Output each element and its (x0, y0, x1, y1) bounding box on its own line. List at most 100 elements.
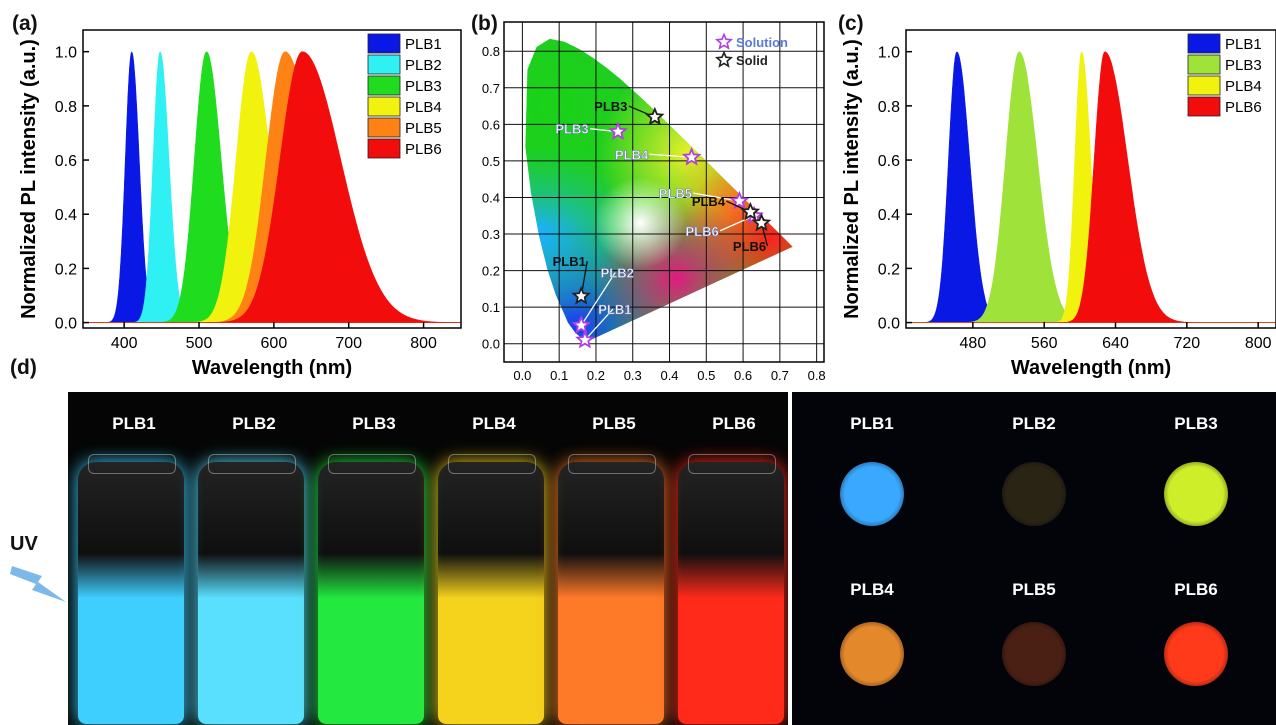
y-tick-label: 0.6 (55, 153, 77, 170)
legend-swatch-plb3 (1187, 54, 1221, 75)
y-tick-label: 1.0 (878, 45, 900, 62)
y-tick-label: 0.0 (55, 316, 77, 333)
vial-label-plb6: PLB6 (712, 414, 756, 433)
sample-plb2 (1002, 462, 1066, 526)
vial-neck (328, 454, 416, 474)
point-label-solution-plb4: PLB4 (615, 147, 649, 162)
data-point-star (751, 212, 772, 232)
y-tick-label: 0.8 (55, 99, 77, 116)
y-tick-label: 0.4 (878, 207, 900, 224)
x-tick-label: 800 (1245, 335, 1272, 352)
y-tick-label: 0.2 (482, 264, 500, 279)
sample-label-plb3: PLB3 (1174, 414, 1218, 433)
y-tick-label: 0.6 (482, 117, 500, 132)
uv-label: UV (10, 533, 38, 555)
vial-plb3 (318, 462, 424, 724)
sample-plb4 (840, 622, 904, 686)
y-tick-label: 0.4 (55, 207, 77, 224)
sample-plb1 (840, 462, 904, 526)
vial-label-plb4: PLB4 (472, 414, 516, 433)
x-tick-label: 0.5 (697, 368, 715, 383)
legend-swatch-plb6 (367, 138, 401, 159)
plot-frame (503, 21, 825, 363)
legend-star-solid (714, 50, 734, 68)
point-label-solid-plb1: PLB1 (553, 254, 586, 269)
sample-label-plb1: PLB1 (850, 414, 894, 433)
sample-label-plb5: PLB5 (1012, 580, 1056, 599)
y-tick-label: 0.8 (482, 44, 500, 59)
chart-a-spectra: 400 500 600 700 800 0.0 0.2 0.4 0.6 0.8 1.0 Wavelen… (18, 29, 462, 379)
legend-label-plb6: PLB6 (405, 141, 442, 158)
x-tick-label: 640 (1102, 335, 1129, 352)
data-point-star (740, 201, 761, 221)
vial-neck (208, 454, 296, 474)
panel-label-c: (c) (838, 12, 864, 35)
legend-label-plb4: PLB4 (405, 99, 442, 116)
vial-label-plb1: PLB1 (112, 414, 156, 433)
y-axis-label: Normalized PL intensity (a.u.) (18, 39, 40, 319)
legend-swatch-plb6 (1187, 96, 1221, 117)
leader-line (584, 308, 614, 341)
x-tick-label: 720 (1173, 335, 1200, 352)
y-tick-label: 0.0 (878, 316, 900, 333)
legend-swatch-plb4 (1187, 75, 1221, 96)
legend-swatch-plb1 (1187, 33, 1221, 54)
vial-plb2 (198, 462, 304, 724)
chart-c-spectra: 480 560 640 720 800 0.0 0.2 0.4 0.6 0.8 1.0 Wavelen… (841, 29, 1276, 379)
point-label-solution-plb3: PLB3 (555, 122, 588, 137)
point-label-solid-plb6: PLB6 (733, 239, 766, 254)
y-tick-label: 0.2 (55, 261, 77, 278)
vial-label-plb5: PLB5 (592, 414, 636, 433)
vial-neck (688, 454, 776, 474)
vial-plb4 (438, 462, 544, 724)
legend-label-plb4: PLB4 (1225, 78, 1262, 95)
legend-label-plb6: PLB6 (1225, 99, 1262, 116)
x-tick-label: 700 (335, 335, 362, 352)
point-label-solid-plb4: PLB4 (692, 194, 726, 209)
y-tick-label: 0.7 (482, 81, 500, 96)
y-tick-label: 0.2 (878, 261, 900, 278)
leader-line (719, 215, 755, 232)
legend-swatch-plb5 (367, 117, 401, 138)
sample-plb6 (1164, 622, 1228, 686)
vial-neck (568, 454, 656, 474)
vial-plb1 (78, 462, 184, 724)
leader-line (580, 272, 616, 326)
y-tick-label: 0.0 (482, 337, 500, 352)
y-tick-label: 0.4 (482, 190, 500, 205)
legend-label-solid: Solid (736, 53, 768, 68)
x-tick-label: 500 (186, 335, 213, 352)
legend-swatch-plb1 (367, 33, 401, 54)
x-tick-label: 0.8 (808, 368, 826, 383)
point-label-solution-plb1: PLB1 (598, 302, 631, 317)
y-axis-label: Normalized PL intensity (a.u.) (841, 39, 863, 319)
x-tick-label: 560 (1031, 335, 1058, 352)
x-tick-label: 480 (960, 335, 987, 352)
data-point-star (571, 315, 591, 334)
point-label-solution-plb6: PLB6 (685, 224, 718, 239)
x-tick-label: 0.2 (587, 368, 605, 383)
data-point-star (644, 106, 665, 126)
vial-neck (448, 454, 536, 474)
solid-samples-photo: PLB1 PLB2 PLB3 PLB4 PLB5 PLB6 (792, 392, 1276, 725)
panel-label-b: (b) (471, 12, 498, 35)
legend-swatch-plb3 (367, 75, 401, 96)
data-point-star (729, 190, 750, 210)
y-tick-label: 0.3 (482, 227, 500, 242)
legend-label-solution: Solution (736, 35, 788, 50)
x-tick-label: 800 (410, 335, 437, 352)
chart-b-cie: 0.0 0.1 0.2 0.3 0.4 0.5 0.6 0.7 0.8 0.0 0.1 0.2 0.3 0… (482, 21, 826, 383)
vial-label-plb3: PLB3 (352, 414, 396, 433)
legend-label-plb2: PLB2 (405, 57, 442, 74)
legend-label-plb3: PLB3 (405, 78, 442, 95)
x-tick-label: 600 (261, 335, 288, 352)
x-tick-label: 0.0 (513, 368, 531, 383)
vial-plb5 (558, 462, 664, 724)
vial-label-plb2: PLB2 (232, 414, 276, 433)
x-axis-label: Wavelength (nm) (192, 357, 352, 379)
y-tick-label: 0.5 (482, 154, 500, 169)
legend-label-plb5: PLB5 (405, 120, 442, 137)
x-tick-label: 400 (111, 335, 138, 352)
y-tick-label: 1.0 (55, 45, 77, 62)
sample-label-plb4: PLB4 (850, 580, 894, 599)
